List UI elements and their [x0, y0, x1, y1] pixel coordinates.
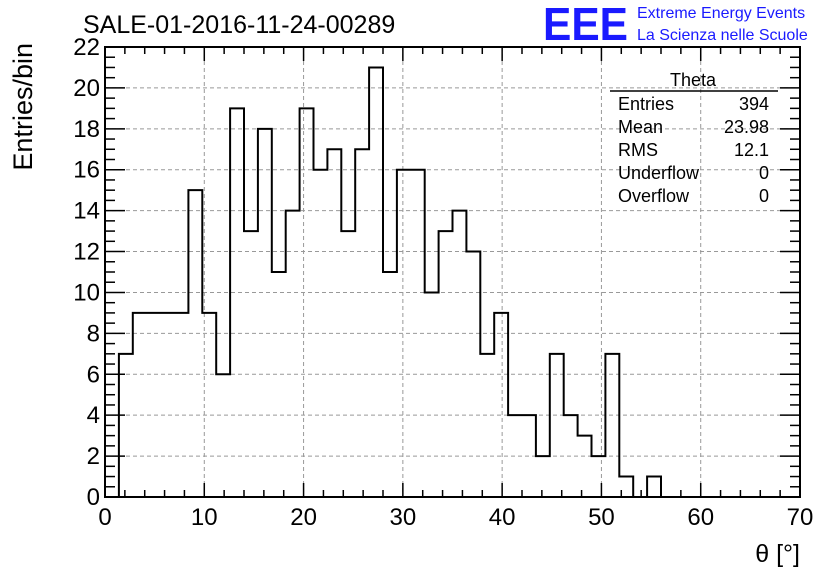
chart-title: SALE-01-2016-11-24-00289: [83, 11, 395, 39]
y-axis-label: Entries/bin: [8, 43, 38, 171]
y-tick-label: 8: [87, 320, 100, 347]
x-axis-label: θ [°]: [755, 540, 800, 568]
histogram-line: [105, 66, 800, 498]
x-tick-label: 50: [588, 504, 615, 531]
logo-line-1: Extreme Energy Events: [637, 5, 805, 22]
stats-row-value: 12.1: [734, 140, 769, 160]
y-tick-label: 10: [73, 279, 100, 306]
stats-row-label: Underflow: [618, 163, 700, 183]
x-tick-label: 0: [98, 504, 111, 531]
stats-box: Theta Entries 394 Mean 23.98 RMS 12.1 Underflo…: [610, 70, 778, 206]
y-tick-label: 12: [73, 239, 100, 266]
eee-logo: EEE Extreme Energy Events La Scienza nel…: [543, 0, 808, 50]
y-tick-label: 18: [73, 116, 100, 143]
axis-ticks: [104, 46, 801, 498]
stats-row-value: 0: [759, 186, 769, 206]
y-tick-label: 0: [87, 484, 100, 511]
stats-row-value: 23.98: [724, 117, 769, 137]
logo-line-2: La Scienza nelle Scuole: [637, 27, 808, 44]
stats-title: Theta: [670, 70, 717, 90]
stats-row-label: Overflow: [618, 186, 690, 206]
x-tick-label: 70: [787, 504, 814, 531]
x-tick-label: 30: [390, 504, 417, 531]
x-tick-label: 20: [290, 504, 317, 531]
stats-row-label: RMS: [618, 140, 658, 160]
x-tick-label: 40: [489, 504, 516, 531]
y-tick-label: 2: [87, 443, 100, 470]
y-tick-label: 6: [87, 361, 100, 388]
stats-row-value: 0: [759, 163, 769, 183]
stats-row-label: Mean: [618, 117, 663, 137]
x-tick-label: 10: [191, 504, 218, 531]
y-tick-label: 22: [73, 34, 100, 61]
eee-logo-mark: EEE: [543, 0, 628, 50]
tick-labels: 0 10 20 30 40 50 60 70 0 2 4 6 8 10 12 14 16 18 20 22: [73, 34, 813, 531]
x-tick-label: 60: [687, 504, 714, 531]
plot-frame: [104, 46, 801, 498]
stats-row-label: Entries: [618, 94, 674, 114]
grid-lines: [105, 47, 800, 497]
y-tick-label: 16: [73, 157, 100, 184]
stats-row-value: 394: [739, 94, 769, 114]
y-tick-label: 20: [73, 75, 100, 102]
y-tick-label: 14: [73, 198, 100, 225]
y-tick-label: 4: [87, 402, 100, 429]
